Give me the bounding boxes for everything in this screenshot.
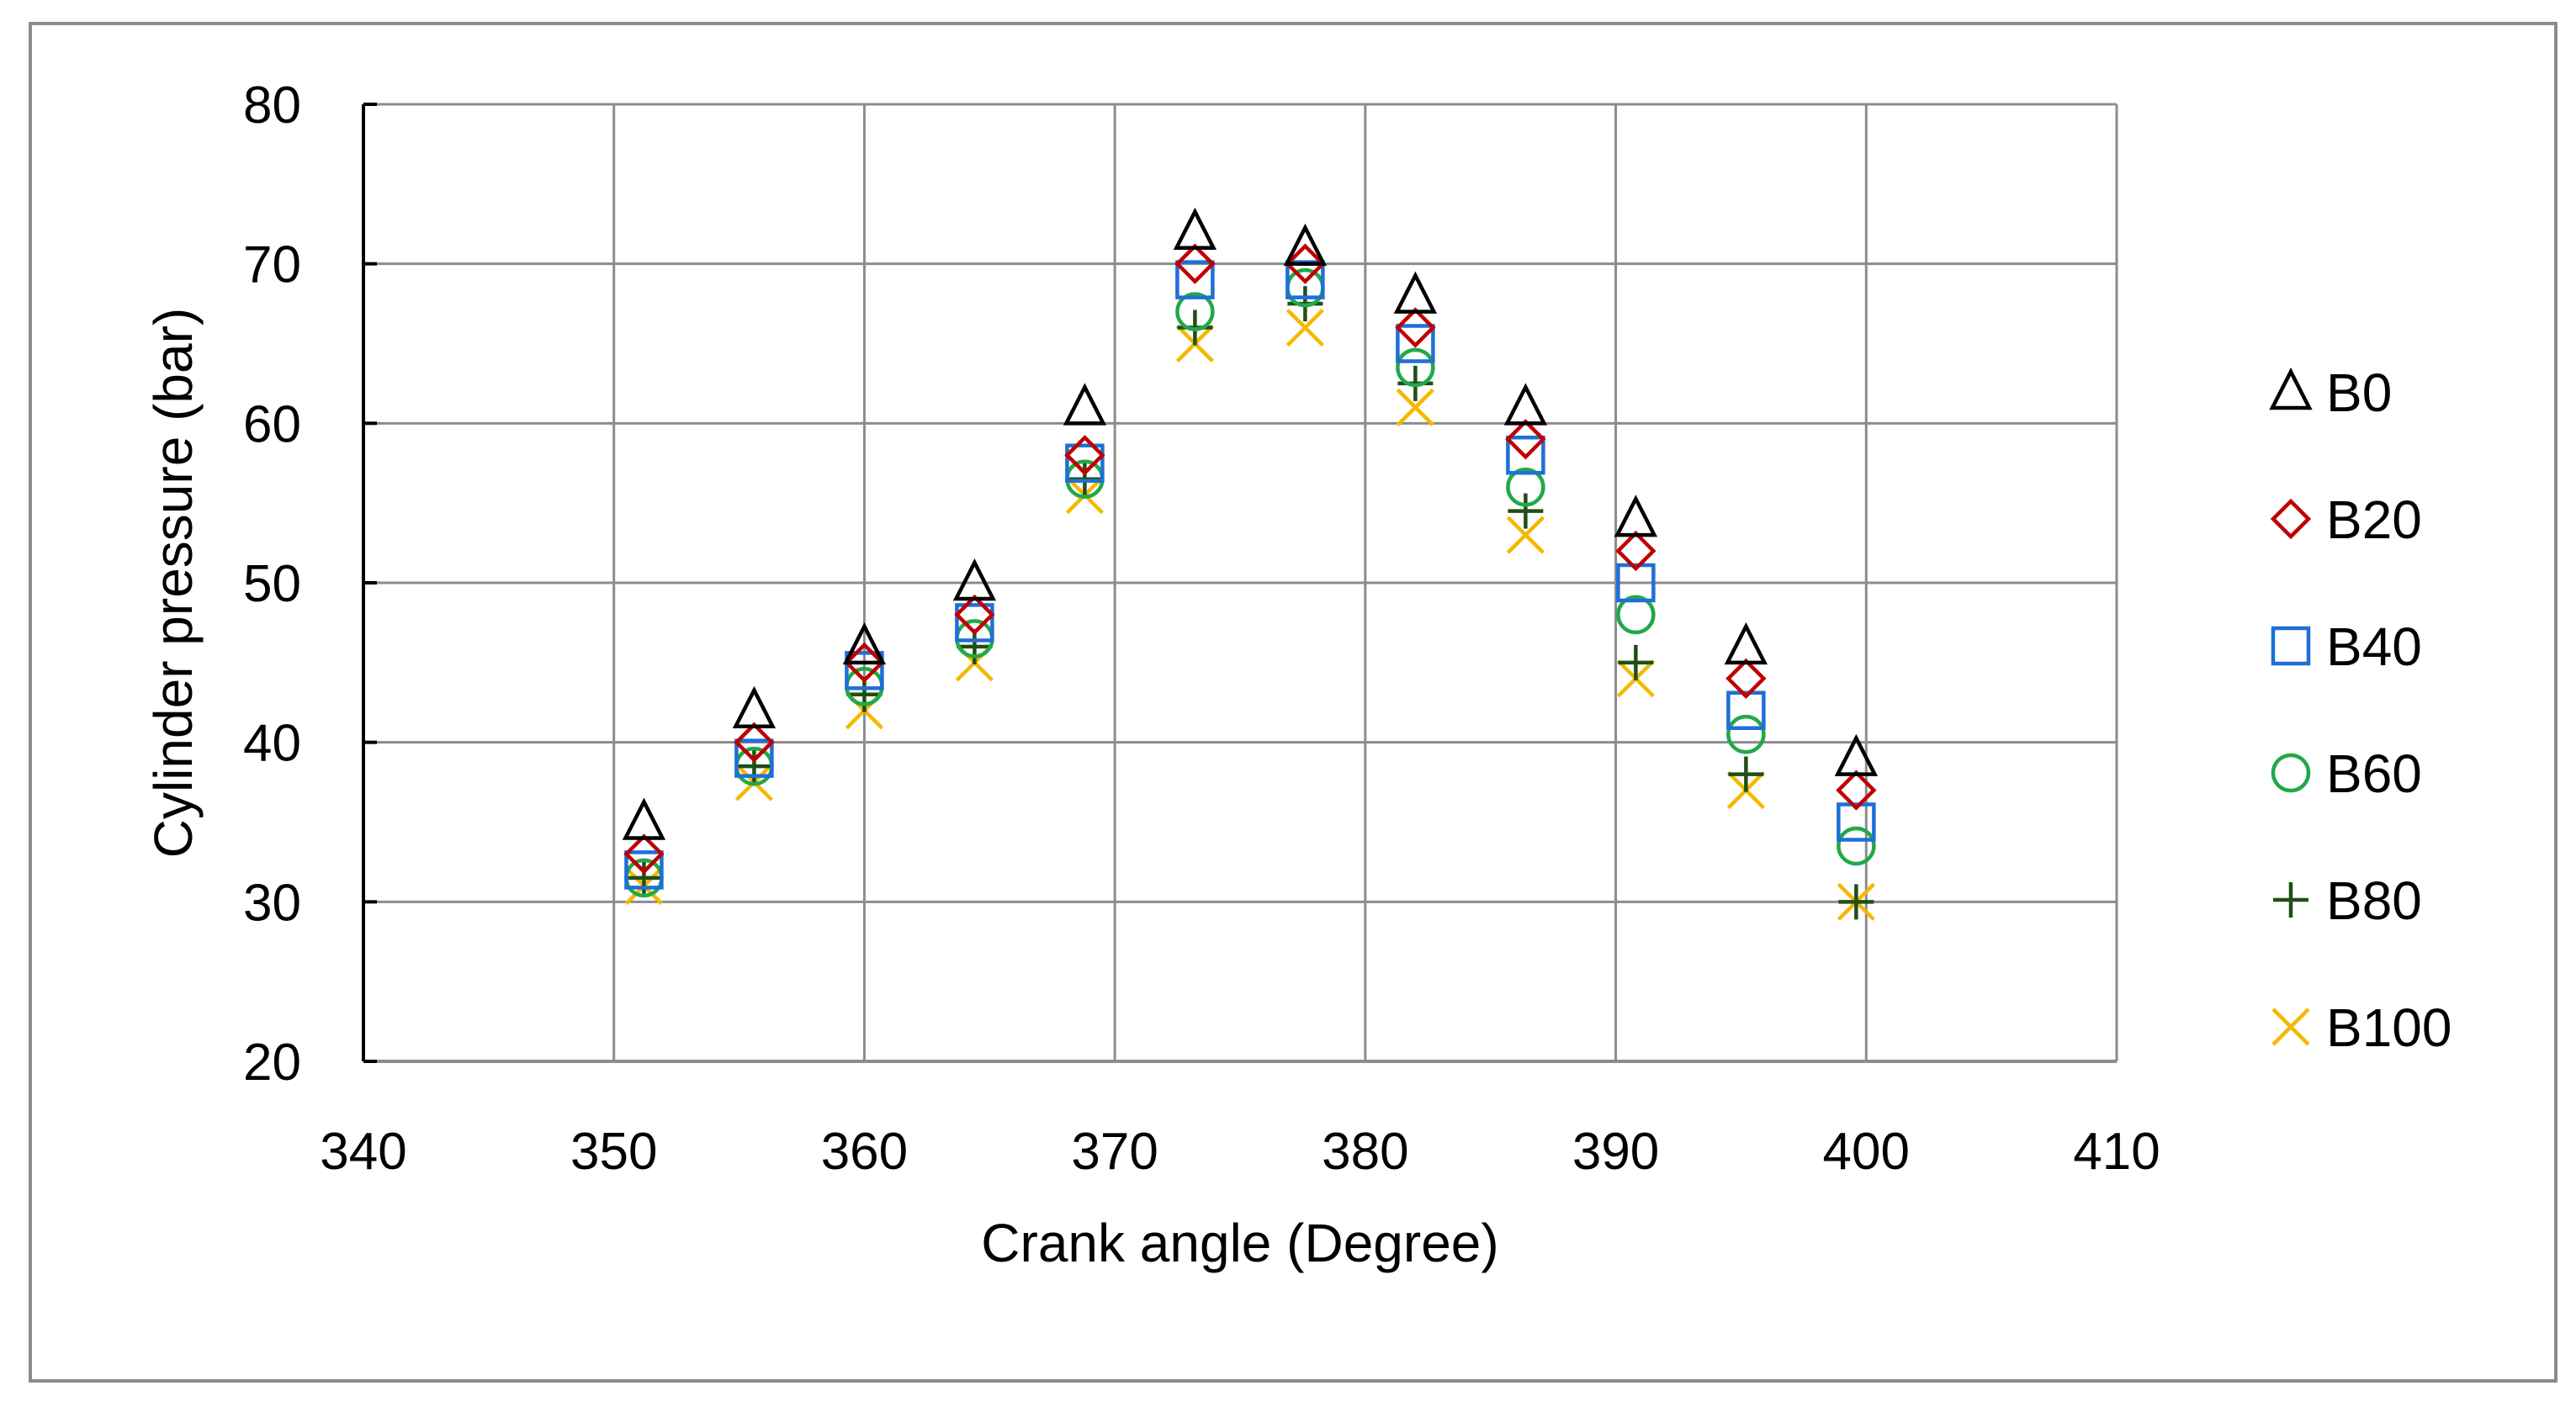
legend-label: B20 xyxy=(2326,489,2422,550)
series-b80 xyxy=(626,286,1874,920)
data-point xyxy=(1393,271,1438,314)
data-point xyxy=(1175,260,1215,299)
data-point xyxy=(1174,243,1216,284)
data-point xyxy=(624,850,664,890)
data-point xyxy=(844,642,885,684)
data-point xyxy=(1395,307,1436,348)
legend-marker xyxy=(2271,626,2311,666)
data-point xyxy=(952,558,997,601)
legend-item-b0: B0 xyxy=(2269,362,2392,423)
tick-labels: 340 350 360 370 380 390 400 410 20 30 40 50 60 70 80 xyxy=(243,77,2160,1181)
data-point xyxy=(1838,884,1874,920)
data-point xyxy=(1396,347,1435,388)
data-point xyxy=(626,860,662,896)
chart-frame: 340 350 360 370 380 390 400 410 20 30 40 50 60 70 80 C… xyxy=(29,22,2557,1383)
data-point xyxy=(623,833,665,875)
data-point xyxy=(842,622,887,665)
legend-marker xyxy=(2273,882,2308,918)
series-b100 xyxy=(624,308,1875,921)
data-point xyxy=(1173,207,1217,250)
data-point xyxy=(1508,493,1544,529)
data-point xyxy=(1614,495,1658,537)
axes xyxy=(362,103,2117,1063)
series-b0 xyxy=(622,207,1879,840)
legend-label: B80 xyxy=(2326,870,2422,931)
x-tick-label: 390 xyxy=(1572,1123,1659,1181)
legend-marker xyxy=(2269,368,2313,410)
data-point xyxy=(1064,435,1105,476)
y-tick-label: 50 xyxy=(243,555,301,613)
scatter-chart: 340 350 360 370 380 390 400 410 20 30 40 50 60 70 80 C… xyxy=(143,77,2451,1273)
y-tick-label: 80 xyxy=(243,77,301,135)
data-point xyxy=(1506,467,1545,507)
data-point xyxy=(1283,223,1328,266)
x-tick-label: 380 xyxy=(1322,1123,1408,1181)
data-point xyxy=(1724,622,1768,665)
data-point xyxy=(1837,826,1876,866)
y-tick-label: 40 xyxy=(243,715,301,773)
legend-item-b20: B20 xyxy=(2270,489,2422,550)
x-tick-label: 350 xyxy=(570,1123,657,1181)
legend-label: B100 xyxy=(2326,997,2451,1058)
legend-marker xyxy=(2270,498,2312,540)
data-point xyxy=(622,797,666,840)
data-point xyxy=(1726,714,1766,754)
legend-label: B0 xyxy=(2326,362,2392,423)
data-point xyxy=(954,594,995,636)
legend-marker xyxy=(2271,753,2311,793)
data-point xyxy=(1503,383,1548,426)
legend-item-b60: B60 xyxy=(2271,743,2422,804)
data-point xyxy=(1506,516,1545,554)
data-point xyxy=(1065,443,1105,483)
legend-item-b40: B40 xyxy=(2271,616,2422,677)
legend: B0 B20 B40 B60 B80 B100 xyxy=(2269,362,2451,1058)
data-point xyxy=(1616,563,1656,603)
y-tick-label: 20 xyxy=(243,1034,301,1092)
legend-marker xyxy=(2271,1008,2310,1046)
data-point xyxy=(734,738,774,778)
data-points xyxy=(622,207,1879,921)
data-point xyxy=(1506,436,1545,475)
x-axis-title: Crank angle (Degree) xyxy=(981,1213,1498,1273)
data-point xyxy=(1285,308,1325,347)
y-tick-label: 30 xyxy=(243,874,301,932)
data-point xyxy=(1396,388,1434,426)
series-b20 xyxy=(623,243,1877,875)
x-tick-label: 360 xyxy=(821,1123,908,1181)
data-point xyxy=(1836,770,1877,811)
data-point xyxy=(1063,383,1107,426)
data-point xyxy=(1175,292,1215,331)
data-point xyxy=(1728,756,1764,792)
y-axis-title: Cylinder pressure (bar) xyxy=(143,308,204,858)
x-tick-label: 400 xyxy=(1823,1123,1910,1181)
data-point xyxy=(736,748,772,785)
series-b40 xyxy=(624,260,1876,890)
data-point xyxy=(1725,658,1767,699)
data-point xyxy=(955,603,994,643)
data-point xyxy=(1285,243,1326,284)
gridlines xyxy=(363,103,2118,1061)
legend-item-b100: B100 xyxy=(2271,997,2451,1058)
data-point xyxy=(1505,419,1546,460)
data-point xyxy=(734,722,775,763)
data-point xyxy=(732,685,777,728)
y-tick-label: 60 xyxy=(243,395,301,453)
data-point xyxy=(1618,644,1654,680)
x-tick-label: 370 xyxy=(1071,1123,1158,1181)
x-tick-label: 410 xyxy=(2073,1123,2160,1181)
data-point xyxy=(1616,595,1656,635)
data-point xyxy=(1396,324,1435,363)
data-point xyxy=(1837,802,1876,842)
data-point xyxy=(1834,733,1879,776)
legend-label: B60 xyxy=(2326,743,2422,804)
legend-item-b80: B80 xyxy=(2273,870,2422,931)
y-tick-label: 70 xyxy=(243,236,301,294)
data-point xyxy=(1726,690,1766,730)
data-point xyxy=(1615,530,1656,572)
data-point xyxy=(845,651,884,690)
legend-label: B40 xyxy=(2326,616,2422,677)
x-tick-label: 340 xyxy=(320,1123,406,1181)
